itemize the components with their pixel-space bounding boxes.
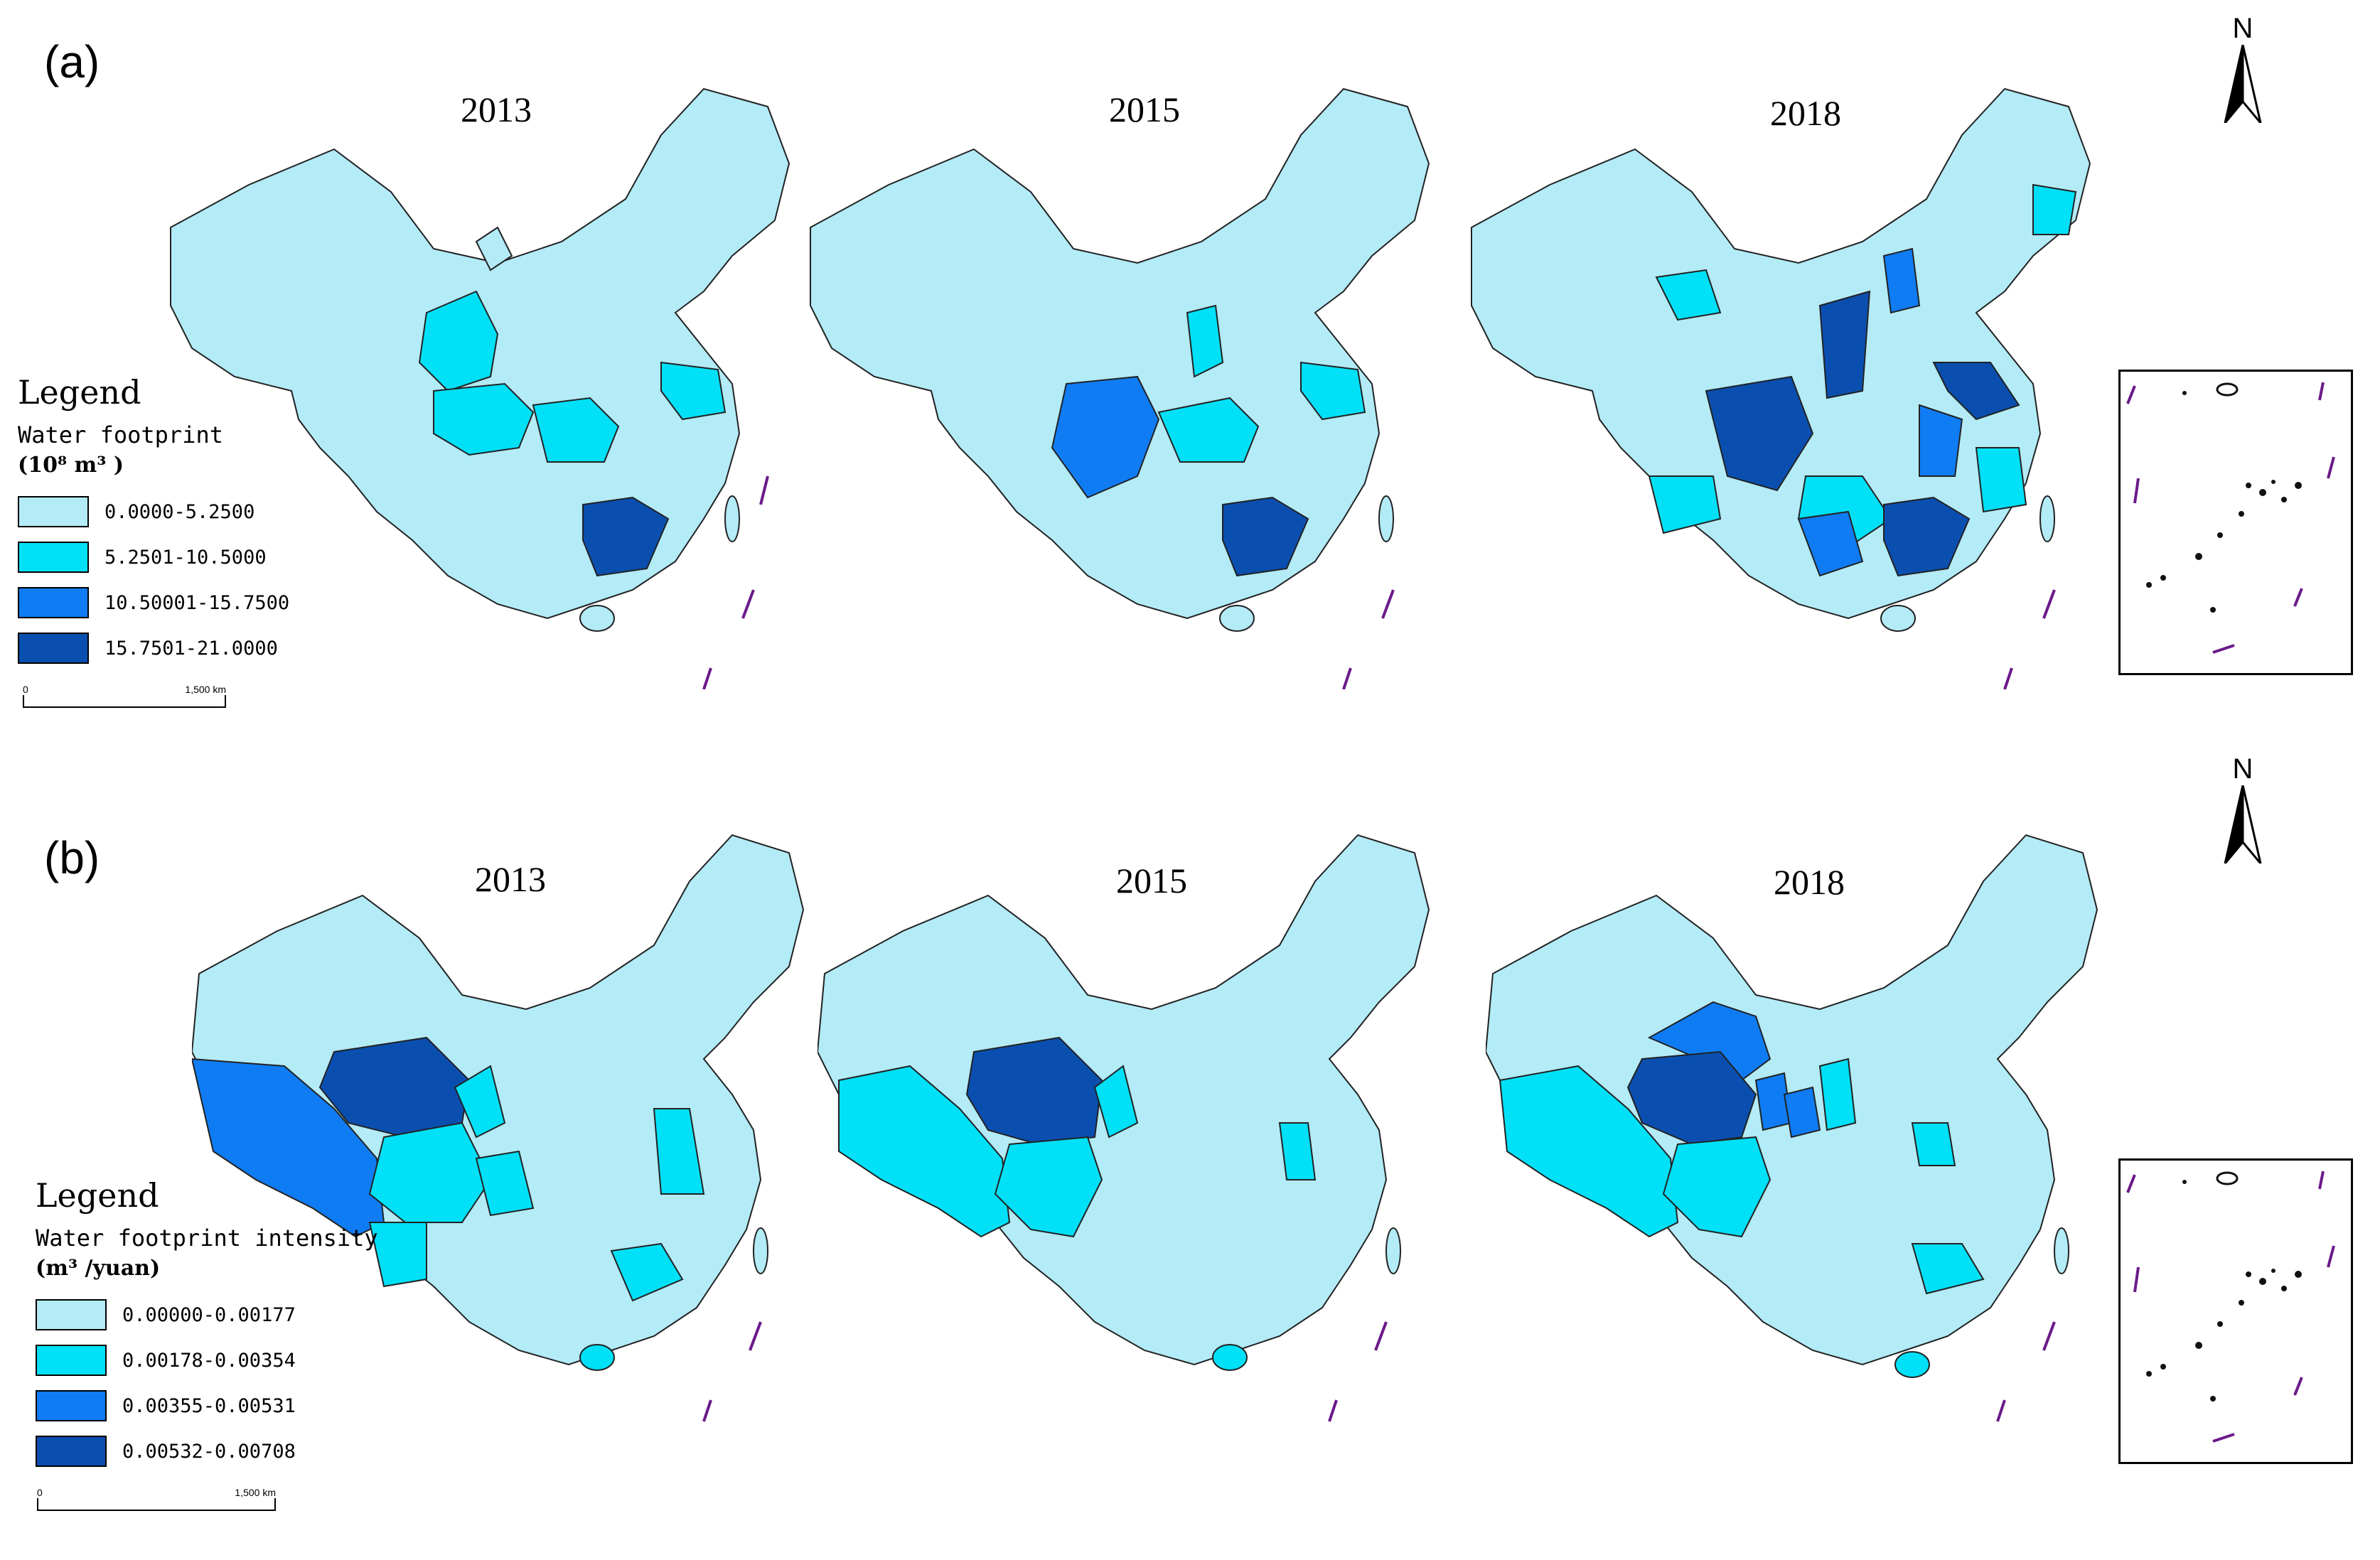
legend-swatch (36, 1390, 107, 1421)
legend-a-unit: (10⁸ m³ ) (18, 453, 124, 478)
inset-south-china-sea-a (2118, 370, 2353, 675)
map-a-2015 (803, 78, 1457, 689)
year-b-2015: 2015 (1116, 861, 1187, 900)
legend-b-label-1: 0.00000-0.00177 (122, 1303, 296, 1326)
north-arrow-a: N (2218, 13, 2268, 126)
legend-a-label-1: 0.0000-5.2500 (104, 500, 255, 523)
scalebar-a: 0 1,500 km (23, 684, 226, 708)
legend-b-subtitle: Water footprint intensity (36, 1225, 378, 1252)
scale-b-bar (37, 1498, 276, 1511)
legend-b-class-1: 0.00000-0.00177 (36, 1292, 378, 1338)
legend-swatch (36, 1345, 107, 1376)
inset-south-china-sea-b (2118, 1158, 2353, 1464)
year-a-2013: 2013 (461, 90, 532, 129)
legend-swatch (18, 542, 89, 573)
scale-a-end: 1,500 km (185, 684, 226, 695)
legend-a-subtitle: Water footprint (18, 421, 223, 448)
scale-b-start: 0 (37, 1487, 43, 1498)
panel-b-label: (b) (44, 832, 100, 883)
legend-a-title: Legend (18, 373, 141, 411)
north-b-letter: N (2232, 753, 2253, 785)
legend-swatch (36, 1299, 107, 1330)
north-arrow-icon (2224, 785, 2262, 864)
legend-b-class-2: 0.00178-0.00354 (36, 1338, 378, 1383)
scale-a-start: 0 (23, 684, 28, 695)
legend-b-title: Legend (36, 1176, 159, 1215)
legend-a-class-2: 5.2501-10.5000 (18, 534, 289, 580)
map-b-2015 (818, 824, 1457, 1436)
legend-a-label-3: 10.50001-15.7500 (104, 591, 290, 614)
scale-a-bar (23, 695, 226, 708)
legend-swatch (36, 1436, 107, 1467)
map-a-2018 (1464, 78, 2118, 689)
scale-b-end: 1,500 km (235, 1487, 276, 1498)
legend-a: Legend Water footprint (10⁸ m³ ) 0.0000-… (18, 373, 289, 671)
legend-swatch (18, 633, 89, 664)
legend-a-class-3: 10.50001-15.7500 (18, 580, 289, 625)
legend-a-label-2: 5.2501-10.5000 (104, 546, 267, 569)
legend-a-label-4: 15.7501-21.0000 (104, 637, 278, 660)
legend-b-class-4: 0.00532-0.00708 (36, 1429, 378, 1474)
legend-b-label-2: 0.00178-0.00354 (122, 1349, 296, 1372)
north-arrow-icon (2224, 44, 2262, 124)
map-b-2018 (1486, 824, 2126, 1436)
map-a-2013 (164, 78, 803, 689)
scalebar-b: 0 1,500 km (37, 1487, 276, 1511)
north-a-letter: N (2232, 13, 2253, 44)
north-arrow-b: N (2218, 753, 2268, 866)
legend-b: Legend Water footprint intensity (m³ /yu… (36, 1176, 378, 1474)
year-a-2015: 2015 (1109, 90, 1180, 129)
map-b-2013 (192, 824, 810, 1436)
legend-swatch (18, 496, 89, 527)
year-b-2013: 2013 (475, 859, 546, 899)
year-b-2018: 2018 (1774, 862, 1845, 902)
legend-b-label-4: 0.00532-0.00708 (122, 1440, 296, 1463)
year-a-2018: 2018 (1770, 93, 1841, 133)
legend-b-class-3: 0.00355-0.00531 (36, 1383, 378, 1429)
legend-a-class-4: 15.7501-21.0000 (18, 625, 289, 671)
panel-a-label: (a) (44, 36, 100, 87)
legend-b-label-3: 0.00355-0.00531 (122, 1394, 296, 1417)
legend-a-class-1: 0.0000-5.2500 (18, 489, 289, 534)
legend-swatch (18, 587, 89, 618)
legend-b-unit: (m³ /yuan) (36, 1256, 161, 1281)
